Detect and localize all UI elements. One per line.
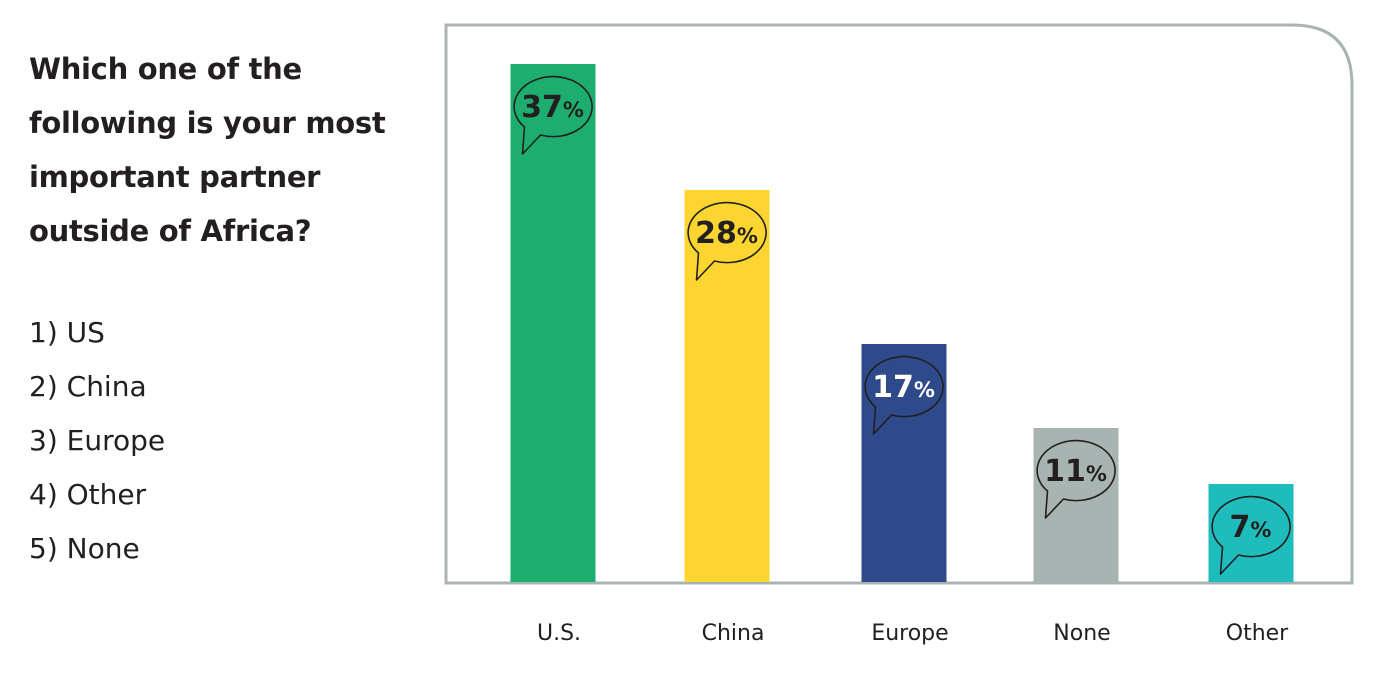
x-tick-label: Europe [871,621,948,646]
callout-bubble [1211,495,1291,575]
answer-option: 2) China [29,370,147,403]
data-label: 11% [1044,454,1107,489]
answer-option: 1) US [29,316,105,349]
bar [510,64,596,582]
answer-options-list: 1) US 2) China 3) Europe 4) Other 5) Non… [29,306,165,576]
bars-group: 37% U.S. 28% China 17% Europe 11% None 7% Other [510,64,1294,646]
x-tick-label: Other [1226,621,1289,646]
data-label: 17% [872,370,935,405]
callout-bubble [864,355,944,435]
callout-bubble [687,201,767,281]
bar [861,344,947,582]
data-label: 28% [695,216,758,251]
x-tick-label: China [702,621,765,646]
chart-frame [444,23,1354,585]
answer-option: 5) None [29,532,140,565]
answer-option: 3) Europe [29,424,166,457]
question-title: Which one of the following is your most … [29,52,386,248]
bar [1033,428,1119,582]
data-label: 7% [1230,510,1272,545]
x-tick-label: None [1053,621,1110,646]
answer-option: 4) Other [29,478,147,511]
callout-bubble [513,75,593,155]
data-label: 37% [521,90,584,125]
bar [1208,484,1294,582]
x-tick-label: U.S. [537,621,581,646]
callout-bubble [1036,439,1116,519]
